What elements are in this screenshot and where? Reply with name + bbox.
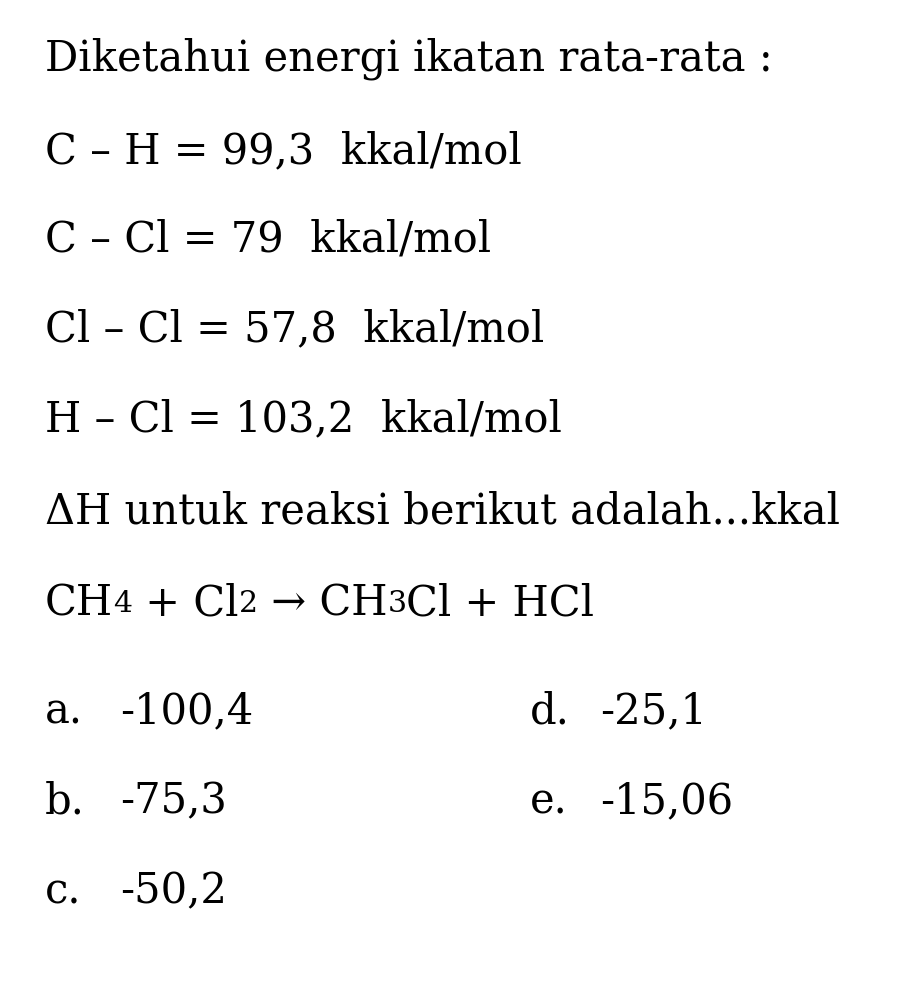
- Text: + Cl: + Cl: [133, 582, 239, 624]
- Text: 4: 4: [114, 590, 133, 618]
- Text: b.: b.: [45, 780, 85, 822]
- Text: a.: a.: [45, 690, 83, 732]
- Text: -25,1: -25,1: [600, 690, 707, 732]
- Text: CH: CH: [45, 582, 114, 624]
- Text: 2: 2: [239, 590, 258, 618]
- Text: H – Cl = 103,2  kkal/mol: H – Cl = 103,2 kkal/mol: [45, 398, 562, 440]
- Text: c.: c.: [45, 870, 81, 912]
- Text: 3: 3: [387, 590, 407, 618]
- Text: → CH: → CH: [258, 582, 387, 624]
- Text: -100,4: -100,4: [120, 690, 253, 732]
- Text: -15,06: -15,06: [600, 780, 733, 822]
- Text: -75,3: -75,3: [120, 780, 227, 822]
- Text: Diketahui energi ikatan rata-rata :: Diketahui energi ikatan rata-rata :: [45, 38, 773, 81]
- Text: Cl + HCl: Cl + HCl: [407, 582, 594, 624]
- Text: Cl – Cl = 57,8  kkal/mol: Cl – Cl = 57,8 kkal/mol: [45, 308, 544, 350]
- Text: -50,2: -50,2: [120, 870, 227, 912]
- Text: d.: d.: [530, 690, 570, 732]
- Text: C – H = 99,3  kkal/mol: C – H = 99,3 kkal/mol: [45, 130, 522, 172]
- Text: ΔH untuk reaksi berikut adalah...kkal: ΔH untuk reaksi berikut adalah...kkal: [45, 490, 840, 532]
- Text: C – Cl = 79  kkal/mol: C – Cl = 79 kkal/mol: [45, 218, 492, 260]
- Text: e.: e.: [530, 780, 567, 822]
